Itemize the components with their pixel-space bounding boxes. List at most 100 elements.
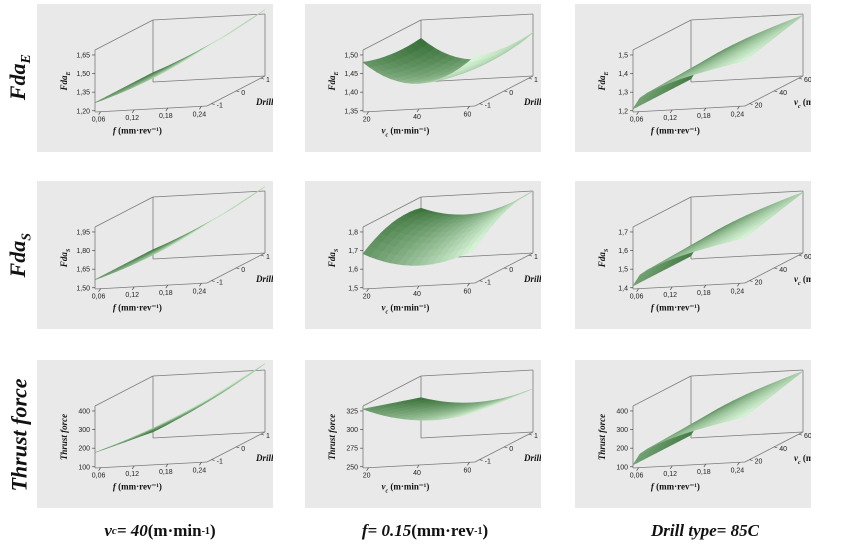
y-tick-label: 1	[534, 254, 538, 261]
z-tick-label: 1,80	[76, 248, 90, 255]
z-axis-label: Thrust force	[327, 414, 337, 460]
y-axis-label: Drill type	[255, 97, 273, 107]
z-tick-label: 1,5	[618, 267, 628, 274]
surface-plot-svg: 1,2 1,3 1,4 1,5 FdaE 0,06 0,12 0,18 0,24 f (mm·re…	[597, 13, 811, 135]
axis-box	[632, 190, 804, 290]
y-tick-mark	[211, 459, 215, 461]
box-edge	[152, 190, 266, 198]
z-tick-label: 200	[616, 446, 628, 453]
x-tick-label: 0,12	[125, 292, 139, 299]
x-tick-label: 0,12	[663, 292, 677, 299]
z-tick-label: 1,45	[344, 71, 358, 78]
surface-patch	[737, 411, 751, 419]
x-axis-label: f (mm·rev⁻¹)	[651, 481, 700, 491]
box-edge	[690, 75, 804, 83]
y-tick-label: 40	[779, 446, 787, 453]
x-tick-label: 20	[363, 473, 371, 480]
y-tick-mark	[504, 446, 508, 449]
x-axis-label: f (mm·rev⁻¹)	[113, 125, 162, 135]
surface-plot-svg: 1,20 1,35 1,50 1,65 FdaE 0,06 0,12 0,18 0,24 f (m…	[59, 9, 273, 135]
box-edge	[152, 13, 266, 21]
box-edge	[206, 252, 266, 284]
y-tick-label: 0	[241, 446, 245, 453]
y-tick-mark	[528, 433, 533, 436]
z-tick-label: 400	[616, 408, 628, 415]
y-tick-label: 0	[241, 90, 245, 97]
x-tick-mark	[199, 106, 202, 110]
y-tick-mark	[479, 280, 483, 282]
surface-plot-svg: 100 200 300 400 Thrust force 0,06 0,12 0,18 0,24…	[59, 363, 273, 491]
z-tick-label: 1,6	[618, 248, 628, 255]
z-tick-label: 1,8	[348, 229, 358, 236]
y-tick-label: -1	[485, 103, 491, 110]
z-axis-label: FdaE	[327, 71, 340, 91]
x-tick-label: 0,18	[159, 290, 173, 297]
x-axis-line	[94, 461, 208, 469]
y-tick-mark	[260, 77, 265, 80]
row-label-fdas: FdaS	[4, 232, 35, 278]
box-edge	[420, 369, 534, 377]
z-tick-label: 1,2	[618, 108, 628, 115]
box-edge	[420, 431, 534, 439]
z-tick-label: 300	[616, 427, 628, 434]
z-tick-label: 1,4	[618, 285, 628, 292]
z-axis-label: FdaE	[59, 71, 72, 91]
y-axis-label: vc (m·min⁻¹)	[794, 453, 811, 466]
z-tick-label: 1,7	[348, 248, 358, 255]
y-tick-mark	[774, 90, 778, 93]
x-tick-mark	[199, 462, 202, 466]
z-tick-label: 100	[616, 464, 628, 471]
box-edge	[632, 375, 692, 407]
box-edge	[474, 431, 534, 463]
surface-mesh	[632, 191, 804, 287]
z-tick-label: 275	[346, 446, 358, 453]
y-tick-mark	[774, 267, 778, 270]
z-tick-label: 1,65	[76, 267, 90, 274]
z-axis-label: FdaS	[327, 248, 340, 268]
box-edge	[94, 196, 154, 228]
surface-patch	[467, 240, 482, 254]
x-tick-label: 0,24	[731, 288, 745, 295]
y-tick-mark	[479, 459, 483, 461]
z-tick-label: 400	[78, 408, 90, 415]
x-axis-label: vc (m·min⁻¹)	[381, 302, 429, 315]
z-tick-label: 1,6	[348, 267, 358, 274]
x-tick-label: 60	[464, 467, 472, 474]
x-tick-label: 0,24	[731, 111, 745, 118]
x-tick-mark	[416, 108, 420, 113]
y-tick-mark	[479, 103, 483, 105]
surface-patch	[737, 55, 751, 63]
x-tick-label: 40	[413, 470, 421, 477]
x-tick-label: 0,18	[697, 290, 711, 297]
plot-fdae-vs-f-vc: 1,2 1,3 1,4 1,5 FdaE 0,06 0,12 0,18 0,24 f (mm·re…	[575, 4, 811, 152]
y-axis-label: Drill type	[255, 453, 273, 463]
box-edge	[362, 375, 422, 407]
surface-patch	[737, 232, 751, 240]
x-tick-label: 0,18	[697, 113, 711, 120]
x-tick-mark	[636, 467, 639, 471]
y-tick-mark	[236, 90, 240, 93]
z-tick-label: 250	[346, 464, 358, 471]
surface-patch	[199, 220, 213, 229]
z-tick-label: 100	[78, 464, 90, 471]
y-tick-label: 40	[779, 90, 787, 97]
x-tick-mark	[467, 462, 470, 466]
box-edge	[690, 252, 804, 260]
x-tick-mark	[737, 283, 740, 287]
z-tick-label: 1,65	[76, 52, 90, 59]
x-axis-line	[94, 105, 208, 113]
x-tick-label: 0,06	[92, 117, 106, 124]
x-tick-mark	[98, 288, 101, 292]
x-tick-mark	[467, 283, 470, 287]
surface-mesh	[632, 370, 804, 466]
surface-mesh	[94, 363, 266, 453]
y-tick-label: 40	[779, 267, 787, 274]
y-tick-label: 0	[509, 90, 513, 97]
x-tick-mark	[165, 463, 169, 468]
x-axis-line	[94, 282, 208, 290]
x-tick-mark	[669, 109, 673, 114]
axis-box	[94, 13, 266, 113]
z-tick-label: 1,3	[618, 90, 628, 97]
x-tick-mark	[366, 467, 369, 471]
plot-thrust-vs-f: 100 200 300 400 Thrust force 0,06 0,12 0,18 0,24…	[37, 360, 273, 508]
